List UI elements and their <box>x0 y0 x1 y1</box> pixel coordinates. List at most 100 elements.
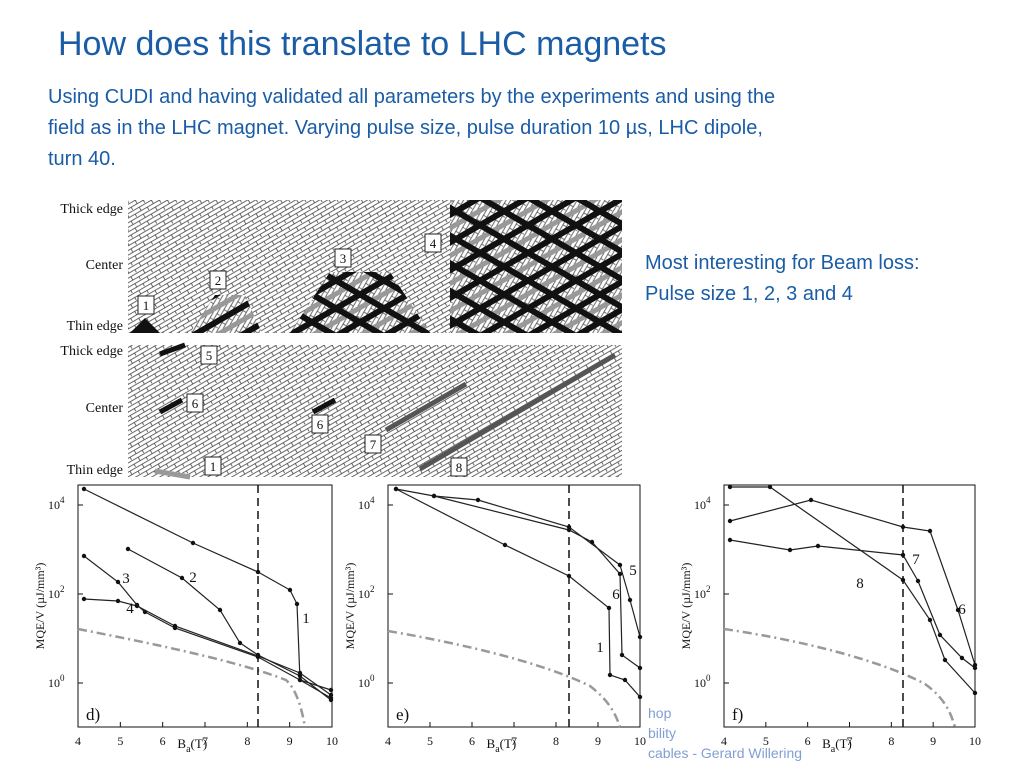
curve-point <box>190 540 196 546</box>
x-tick-label: 6 <box>469 734 475 748</box>
y-tick-exp: 2 <box>706 584 711 594</box>
curve-point <box>589 539 595 545</box>
curve-point <box>637 694 643 700</box>
x-tick-label: 7 <box>202 734 208 748</box>
y-tick-base: 10 <box>358 587 370 601</box>
footer: cables - Gerard Willering <box>648 745 802 761</box>
curve-point <box>942 657 948 663</box>
y-tick-label: 104 <box>48 495 65 512</box>
curve-point <box>255 653 261 659</box>
curve-point <box>815 543 821 549</box>
curve-point <box>617 571 623 577</box>
pulse-box <box>137 295 155 315</box>
curve <box>729 539 976 669</box>
curve-point <box>566 527 572 533</box>
curve-point <box>125 546 131 552</box>
note-line: Most interesting for Beam loss: <box>645 252 920 274</box>
reference-curve <box>387 629 622 728</box>
pulse-box <box>364 434 382 454</box>
y-tick-label: 104 <box>358 495 375 512</box>
y-tick-base: 10 <box>48 498 60 512</box>
curve <box>729 499 976 666</box>
x-label-sub: a <box>186 744 191 755</box>
curve-point <box>622 677 628 683</box>
curve <box>730 486 976 694</box>
x-tick-label: 4 <box>721 734 727 748</box>
curve-point <box>972 690 978 696</box>
curve-point <box>959 655 965 661</box>
x-tick-label: 9 <box>930 734 936 748</box>
curve-point <box>607 672 613 678</box>
x-axis-label: Ba(T) <box>177 736 207 755</box>
y-tick-exp: 2 <box>370 584 375 594</box>
curve-point <box>115 598 121 604</box>
x-label-symbol: B <box>822 736 831 751</box>
curve-label: 1 <box>302 611 310 627</box>
curve-point <box>767 484 773 490</box>
y-tick-label: 100 <box>694 673 711 690</box>
curve <box>433 495 641 669</box>
x-tick-label: 10 <box>326 734 338 748</box>
y-tick-base: 10 <box>358 498 370 512</box>
pulse-label: 7 <box>370 437 377 452</box>
curve-point <box>937 632 943 638</box>
curve-point <box>619 652 625 658</box>
x-tick-label: 5 <box>117 734 123 748</box>
curve-point <box>255 569 261 575</box>
x-tick-label: 8 <box>244 734 250 748</box>
curve-point <box>393 486 399 492</box>
curve-point <box>297 670 303 676</box>
curve-label: 8 <box>856 576 864 592</box>
row-label: Center <box>86 401 124 416</box>
curve-point <box>727 537 733 543</box>
curve-point <box>294 601 300 607</box>
pulse-box <box>209 270 227 290</box>
x-tick-label: 8 <box>553 734 559 748</box>
curve-label: 4 <box>126 601 134 617</box>
curve-point <box>179 575 185 581</box>
x-tick-label: 7 <box>847 734 853 748</box>
y-tick-base: 10 <box>358 676 370 690</box>
curve-point <box>900 524 906 530</box>
pulse-box <box>204 456 222 476</box>
y-axis-label: MQE/V (µJ/mm³) <box>679 563 693 650</box>
curve-point <box>972 665 978 671</box>
title: How does this translate to LHC magnets <box>58 25 667 63</box>
y-tick-exp: 0 <box>370 673 375 683</box>
pulse-label: 1 <box>210 459 217 474</box>
curve-point <box>808 497 814 503</box>
x-tick-label: 5 <box>427 734 433 748</box>
pulse-box <box>424 233 442 253</box>
top-panel <box>128 200 622 333</box>
curve-point <box>172 623 178 629</box>
curve-point <box>81 486 87 492</box>
bottom-panel <box>128 342 622 480</box>
pulse-label: 3 <box>340 251 347 266</box>
x-axis-label: Ba(T) <box>822 736 852 755</box>
row-label: Center <box>86 258 124 273</box>
panel-label: d) <box>86 705 100 724</box>
x-label-unit: (T) <box>835 736 852 751</box>
body-line: field as in the LHC magnet. Varying puls… <box>48 117 763 139</box>
body-line: turn 40. <box>48 148 116 170</box>
curve-label: 5 <box>629 563 637 579</box>
curve-point <box>502 542 508 548</box>
x-tick-label: 8 <box>888 734 894 748</box>
curve-point <box>915 578 921 584</box>
y-tick-label: 104 <box>694 495 711 512</box>
curve <box>83 555 332 699</box>
curve-point <box>328 687 334 693</box>
curve-point <box>217 607 223 613</box>
plot-frame <box>387 484 641 728</box>
pulse-label: 2 <box>215 273 222 288</box>
curve-point <box>81 596 87 602</box>
y-tick-exp: 4 <box>370 495 375 505</box>
curve-label: 6 <box>612 587 620 603</box>
panel-label: e) <box>396 705 409 724</box>
curve-point <box>431 493 437 499</box>
curve-point <box>627 597 633 603</box>
y-tick-base: 10 <box>48 676 60 690</box>
curve-point <box>115 579 121 585</box>
